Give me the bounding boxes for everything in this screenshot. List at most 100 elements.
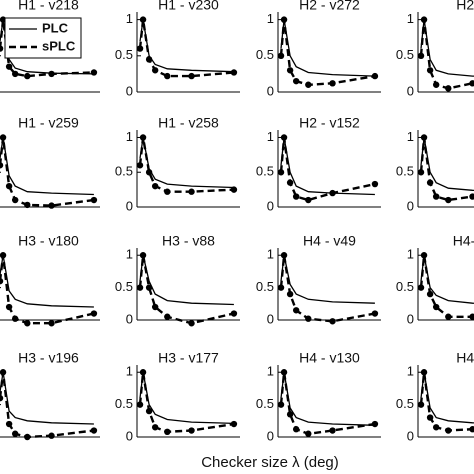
- data-point: [24, 201, 31, 209]
- y-tick-label: 0: [407, 83, 414, 98]
- data-point: [305, 430, 312, 437]
- curve: [419, 137, 474, 202]
- panel-title: H4- v: [453, 233, 474, 249]
- data-point: [0, 162, 4, 169]
- data-point: [151, 424, 159, 431]
- data-point: [445, 427, 452, 434]
- data-point: [426, 179, 434, 186]
- y-tick-label: 1: [267, 129, 274, 144]
- data-point: [5, 303, 13, 311]
- data-point: [292, 193, 300, 200]
- y-tick-label: 0.5: [396, 164, 414, 179]
- data-point: [230, 186, 238, 193]
- curve: [139, 372, 234, 425]
- data-point: [329, 318, 336, 325]
- panel-title: H2 - v272: [299, 0, 360, 13]
- data-point: [188, 72, 195, 80]
- x-axis-label: Checker size λ (deg): [201, 454, 339, 471]
- y-tick-label: 1: [267, 364, 274, 379]
- panel-title: H1 - v258: [158, 115, 219, 131]
- data-point: [11, 196, 19, 204]
- data-point: [0, 394, 4, 402]
- curve: [280, 137, 375, 196]
- curve: [0, 255, 95, 325]
- data-point: [432, 193, 440, 200]
- data-point: [329, 80, 336, 87]
- y-tick-label: 1: [126, 11, 133, 26]
- panel-title: H2 -: [456, 0, 474, 13]
- y-tick-label: 1: [126, 364, 133, 379]
- data-point: [417, 52, 425, 60]
- y-tick-label: 1: [267, 11, 274, 26]
- data-point: [329, 189, 336, 197]
- panel-title: H4 -: [456, 350, 474, 366]
- data-point: [145, 56, 153, 63]
- panel-title: H2 - v152: [299, 115, 360, 131]
- y-tick-label: 0.5: [396, 396, 414, 411]
- y-tick-label: 0.5: [256, 47, 274, 62]
- data-point: [24, 433, 31, 441]
- y-tick-label: 0.5: [115, 279, 133, 294]
- data-point: [445, 85, 452, 92]
- data-point: [90, 196, 98, 204]
- data-point: [48, 70, 55, 78]
- data-point: [136, 162, 144, 169]
- legend-label: PLC: [42, 20, 69, 35]
- curve: [139, 19, 234, 73]
- data-point: [145, 169, 153, 176]
- data-point: [188, 427, 195, 434]
- data-point: [445, 196, 452, 204]
- data-point: [432, 424, 440, 431]
- data-point: [469, 80, 474, 87]
- data-point: [432, 303, 440, 311]
- data-point: [286, 179, 294, 186]
- data-point: [417, 169, 425, 176]
- data-point: [11, 70, 19, 78]
- panel-title: H1 - v218: [18, 0, 79, 13]
- y-tick-label: 0: [407, 311, 414, 326]
- curve: [280, 255, 375, 304]
- data-point: [280, 16, 288, 23]
- data-point: [136, 45, 144, 52]
- data-point: [426, 67, 434, 74]
- data-point: [371, 72, 379, 80]
- y-tick-label: 1: [407, 11, 414, 26]
- curve: [139, 255, 234, 306]
- curve: [0, 137, 94, 196]
- data-point: [230, 420, 238, 428]
- data-point: [48, 202, 55, 209]
- panel-title: H1 - v259: [18, 115, 79, 131]
- panel-title: H4 - v130: [299, 350, 360, 366]
- y-tick-label: 1: [267, 247, 274, 262]
- data-point: [90, 69, 98, 76]
- data-point: [305, 81, 312, 88]
- legend-label: sPLC: [42, 38, 76, 53]
- y-tick-label: 1: [126, 247, 133, 262]
- y-tick-label: 0: [267, 311, 274, 326]
- panel-title: H3 - v196: [18, 350, 79, 366]
- data-point: [11, 430, 19, 437]
- y-tick-label: 1: [126, 129, 133, 144]
- data-point: [445, 313, 452, 320]
- data-point: [469, 313, 474, 320]
- data-point: [24, 72, 31, 80]
- data-point: [277, 284, 285, 291]
- data-point: [329, 427, 336, 434]
- y-tick-label: 0.5: [256, 396, 274, 411]
- data-point: [469, 426, 474, 433]
- data-point: [420, 369, 428, 376]
- data-point: [151, 67, 159, 74]
- data-point: [164, 188, 171, 195]
- data-point: [417, 401, 425, 408]
- data-point: [139, 134, 147, 141]
- data-point: [371, 420, 379, 428]
- data-point: [24, 320, 31, 327]
- data-point: [426, 414, 434, 421]
- data-point: [0, 277, 4, 285]
- curve: [0, 372, 95, 439]
- panel-title: H3 - v177: [158, 350, 219, 366]
- data-point: [151, 303, 159, 311]
- y-tick-label: 0.5: [256, 279, 274, 294]
- data-point: [5, 182, 13, 190]
- data-point: [371, 180, 379, 188]
